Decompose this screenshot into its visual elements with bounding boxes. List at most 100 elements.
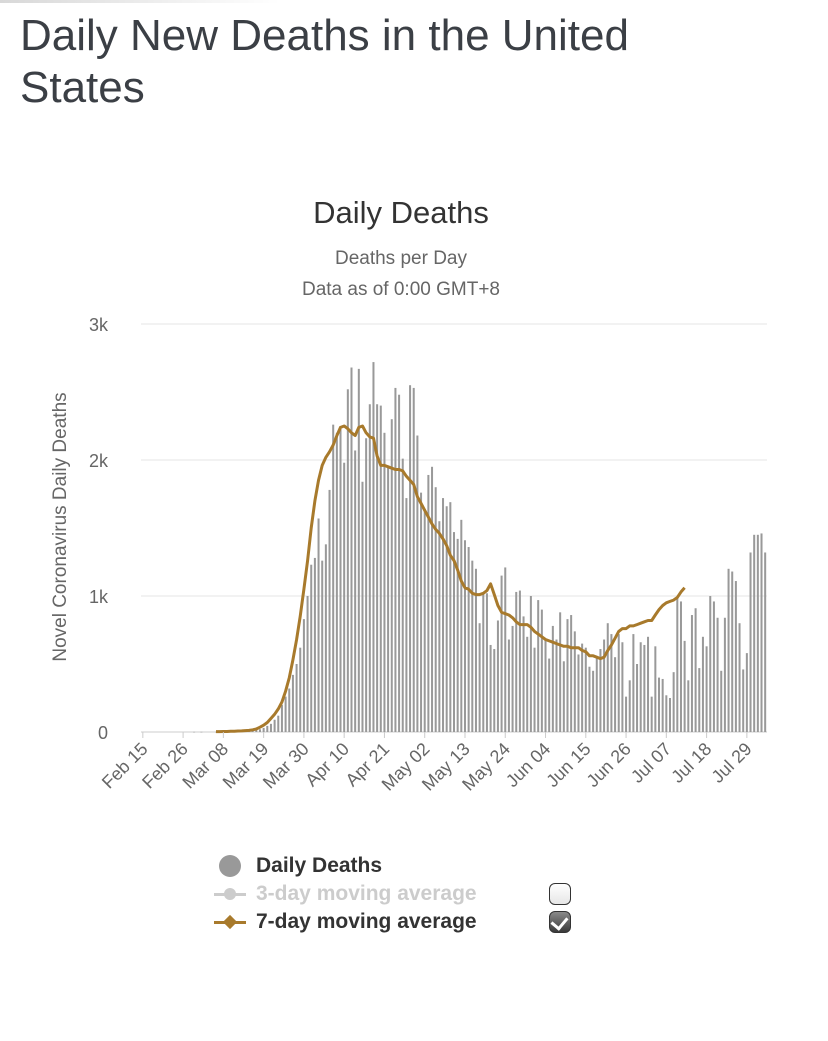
- bar: [507, 639, 510, 732]
- bar: [742, 669, 745, 732]
- legend-label-daily-deaths: Daily Deaths: [256, 854, 383, 877]
- bar: [515, 591, 518, 732]
- bar: [379, 405, 382, 732]
- bar: [511, 625, 514, 732]
- bar: [485, 593, 488, 732]
- bar: [628, 680, 631, 732]
- legend-item-7-day-average[interactable]: 7-day moving average: [214, 908, 594, 936]
- page-title: Daily New Deaths in the United States: [20, 10, 629, 114]
- bar: [280, 704, 283, 732]
- bar: [284, 696, 287, 732]
- y-tick-label: 0: [98, 723, 108, 743]
- bar: [581, 643, 584, 732]
- bar: [500, 575, 503, 732]
- y-axis-label: Novel Coronavirus Daily Deaths: [50, 392, 71, 661]
- bar: [632, 634, 635, 732]
- bar: [595, 657, 598, 732]
- bar: [368, 404, 371, 732]
- bar: [720, 670, 723, 732]
- toggle-7-day-checkbox[interactable]: [549, 911, 571, 933]
- bar: [694, 608, 697, 732]
- bar: [273, 719, 276, 732]
- bar: [540, 609, 543, 732]
- bar: [555, 639, 558, 732]
- bar: [456, 538, 459, 732]
- bar: [723, 617, 726, 732]
- bar: [200, 731, 203, 733]
- bar: [434, 487, 437, 732]
- legend-item-daily-deaths[interactable]: Daily Deaths: [214, 852, 594, 880]
- bar: [390, 419, 393, 732]
- bar: [291, 674, 294, 732]
- bar: [269, 723, 272, 732]
- x-tick-label: Jun 15: [542, 739, 594, 791]
- bar: [193, 731, 196, 733]
- bar: [657, 677, 661, 732]
- bar: [357, 368, 360, 732]
- bar: [449, 502, 452, 732]
- bar: [764, 552, 767, 732]
- bar: [745, 653, 748, 732]
- legend-dot-icon: [214, 855, 246, 877]
- y-axis-ticks: 0 1k 2k 3k: [89, 315, 109, 743]
- bar: [361, 481, 364, 732]
- bar: [471, 560, 474, 732]
- bar: [467, 547, 470, 732]
- bar: [683, 640, 686, 732]
- page-title-line-2: States: [20, 63, 145, 112]
- bar: [573, 631, 576, 732]
- y-tick-label: 2k: [89, 451, 109, 471]
- legend-item-3-day-average[interactable]: 3-day moving average: [214, 880, 594, 908]
- chart-title: Daily Deaths: [313, 195, 489, 230]
- x-tick-label: Mar 30: [259, 739, 313, 793]
- bar: [625, 696, 628, 732]
- bar: [266, 725, 269, 732]
- bar: [679, 601, 682, 732]
- bar: [592, 670, 595, 732]
- bar: [460, 519, 463, 732]
- bar: [343, 462, 346, 732]
- bar: [760, 533, 763, 732]
- bar: [306, 596, 309, 732]
- bar: [756, 534, 759, 732]
- bar: [617, 634, 620, 732]
- bar: [262, 727, 265, 732]
- bar: [610, 634, 613, 732]
- bar: [654, 646, 657, 732]
- bar: [474, 568, 477, 732]
- bar: [493, 649, 496, 732]
- ma7-line: [216, 424, 686, 734]
- x-tick-label: Jul 07: [627, 739, 675, 787]
- bar: [529, 596, 532, 732]
- bar: [482, 593, 485, 732]
- bar: [409, 385, 412, 732]
- bar: [559, 612, 562, 732]
- bar: [423, 508, 426, 732]
- bar: [313, 557, 316, 732]
- bar: [317, 518, 320, 732]
- bar: [438, 521, 441, 732]
- bar: [302, 619, 305, 732]
- bar: [749, 552, 752, 732]
- bar: [522, 616, 525, 732]
- bar: [712, 601, 715, 732]
- daily-deaths-bars: [193, 362, 767, 733]
- bar: [636, 664, 639, 732]
- bar: [420, 492, 423, 732]
- daily-deaths-chart: Daily Deaths Deaths per Day Data as of 0…: [50, 195, 767, 795]
- y-tick-label: 3k: [89, 315, 109, 335]
- bar: [621, 642, 624, 732]
- bar: [738, 623, 741, 732]
- bar: [562, 661, 565, 732]
- bar: [489, 644, 492, 732]
- bar: [346, 389, 349, 732]
- bar: [412, 387, 415, 732]
- bar: [339, 426, 342, 732]
- bar: [533, 647, 536, 732]
- bar: [431, 466, 434, 732]
- bar: [405, 498, 408, 732]
- bar: [310, 564, 313, 732]
- toggle-3-day-checkbox[interactable]: [549, 883, 571, 905]
- bar: [376, 404, 379, 732]
